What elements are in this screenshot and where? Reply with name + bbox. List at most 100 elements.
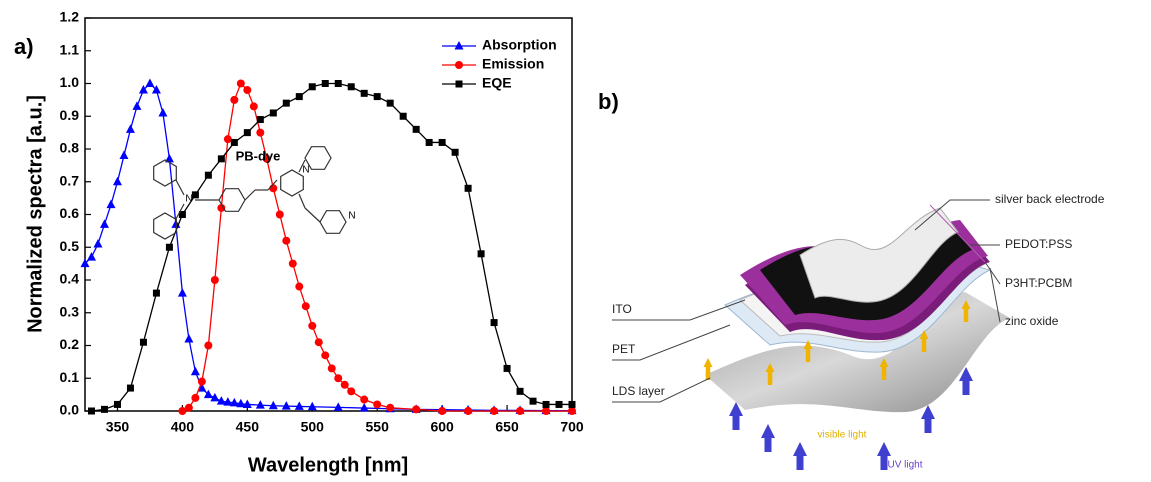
data-point [568,407,576,415]
series [178,79,576,415]
data-point [184,333,194,343]
ring [153,212,177,240]
x-axis-label: Wavelength [nm] [248,454,408,476]
leader-line [612,299,746,321]
data-point [308,83,316,91]
data-point [184,403,193,412]
data-point [386,99,394,107]
bond [175,203,185,220]
x-tick-label: 700 [560,419,584,435]
data-point [145,78,155,87]
legend-item: Emission [442,56,544,72]
data-point [93,238,103,248]
data-point [191,191,199,199]
leader-line [612,324,731,361]
data-point [568,400,576,408]
y-tick-label: 0.3 [60,303,80,319]
legend-item: EQE [442,75,512,91]
data-point [399,112,407,120]
layer-label: P3HT:PCBM [1005,276,1072,290]
data-point [132,101,142,110]
data-point [516,407,525,415]
y-tick-label: 0.4 [60,271,80,287]
data-point [333,402,343,411]
data-point [314,338,323,347]
x-tick-label: 450 [236,419,260,435]
arrow [921,405,935,433]
data-point [230,95,239,104]
data-point [477,250,485,258]
data-point [334,80,342,87]
data-point [87,407,95,415]
data-point [256,116,264,124]
data-point [295,93,303,101]
data-point [281,401,291,410]
data-point [242,399,252,408]
x-tick-label: 350 [106,419,130,435]
data-point [542,407,551,415]
panel-label: b) [598,89,619,114]
data-point [555,400,563,408]
panel-label: a) [14,34,34,59]
y-tick-label: 0.5 [60,238,80,254]
legend-marker [455,61,463,69]
legend-label: Absorption [482,37,557,53]
visible-light-label: visible light [818,430,867,441]
bond [244,189,256,201]
molecule-name: PB-dye [236,148,281,163]
data-point [164,153,174,163]
atom: N [185,194,192,205]
data-point [347,387,356,396]
data-point [249,102,258,111]
arrow [729,402,743,430]
data-point [334,374,343,383]
data-point [464,184,472,192]
bond [175,179,185,196]
data-point [99,219,109,228]
y-tick-label: 1.2 [60,9,80,25]
data-point [321,351,330,360]
data-point [451,148,459,156]
device-stack [705,204,1010,413]
data-point [262,154,271,163]
data-point [230,138,238,146]
layer-label: silver back electrode [995,192,1105,206]
data-point [360,89,368,97]
bond [298,193,306,209]
series-line [182,82,572,412]
data-point [86,252,96,261]
data-point [112,176,122,186]
legend-label: EQE [482,75,512,91]
molecule [153,146,347,240]
data-point [490,319,498,327]
x-tick-label: 550 [366,419,390,435]
y-axis-label: Normalized spectra [a.u.] [24,95,46,333]
data-point [217,203,226,212]
x-tick-label: 400 [171,419,195,435]
ring [304,146,332,170]
data-point [126,384,134,392]
data-point [269,109,277,117]
data-point [321,80,329,87]
data-point [307,401,317,411]
edge [929,204,986,263]
data-point [80,258,90,268]
arrow [761,424,775,452]
layer-label: LDS layer [612,384,665,398]
atom: N [302,165,309,176]
data-point [308,321,317,330]
y-tick-label: 1.1 [60,41,80,57]
data-point [464,407,473,415]
arrow [765,363,775,385]
data-point [138,85,148,94]
data-point [359,403,369,412]
data-point [301,302,310,311]
data-point [490,407,499,415]
data-point [125,124,135,133]
data-point [139,338,147,346]
silver-electrode [799,207,959,303]
data-point [268,400,278,410]
arrow [959,367,973,395]
data-point [236,398,246,408]
ring [153,159,177,187]
